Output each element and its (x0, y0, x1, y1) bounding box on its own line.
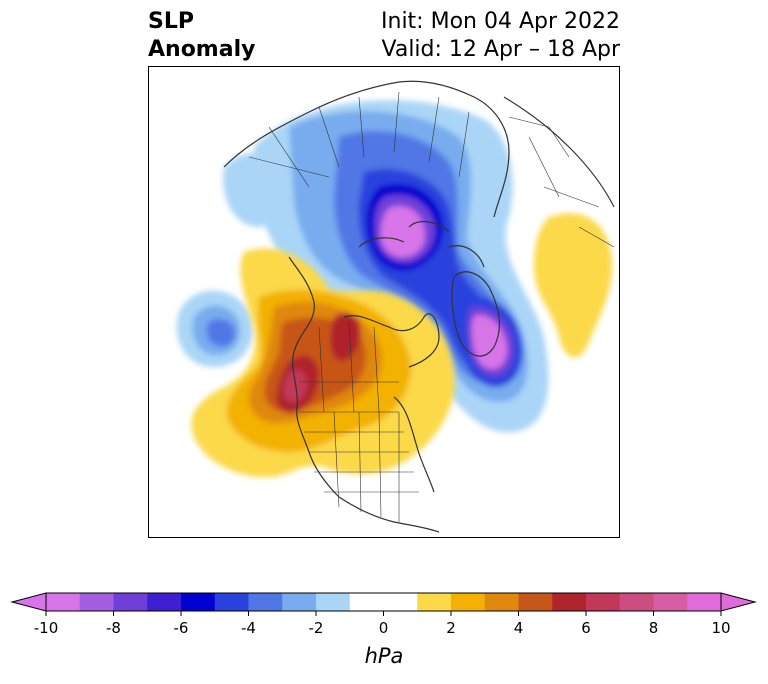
us-states (299, 411, 419, 522)
colorbar-cell (518, 593, 553, 611)
colorbar-cell (619, 593, 654, 611)
colorbar-left-extend (10, 592, 47, 612)
init-date-label: Init: Mon 04 Apr 2022 (381, 9, 620, 34)
colorbar-tick-label: 10 (711, 619, 730, 637)
title-variable-line1: SLP (148, 9, 194, 34)
colorbar-cell (552, 593, 587, 611)
colorbar-right-extend (720, 592, 757, 612)
canada-provinces (299, 321, 399, 413)
map-title: SLP Anomaly (148, 8, 255, 64)
colorbar-cell (181, 593, 216, 611)
positive-anomaly-fields (191, 213, 613, 478)
colorbar-cell (282, 593, 317, 611)
colorbar-tick-label: 0 (379, 619, 389, 637)
east-coast (393, 396, 435, 493)
colorbar-cell (349, 593, 384, 611)
negative-anomaly-fields (176, 100, 549, 462)
colorbar-tick-label: 8 (649, 619, 659, 637)
europe-borders (508, 116, 615, 248)
europe-coast (503, 96, 615, 208)
anomaly-map-svg (149, 67, 619, 537)
colorbar-cell (451, 593, 486, 611)
anomaly-map (148, 66, 620, 538)
hudson-bay-coast (343, 313, 440, 368)
colorbar-cells (46, 593, 722, 611)
colorbar-cell (653, 593, 688, 611)
greenland-coast (451, 271, 500, 357)
pacific-low-core (206, 319, 235, 347)
valid-range-label: Valid: 12 Apr – 18 Apr (381, 37, 621, 62)
colorbar-ticks: -10 -8 -6 -4 -2 0 2 4 6 8 10 (34, 611, 731, 637)
colorbar-cell (484, 593, 519, 611)
western-high-red3 (330, 312, 361, 362)
arctic-islands (358, 220, 485, 268)
colorbar-cell (383, 593, 418, 611)
north-america-coast (288, 256, 440, 533)
colorbar-cell (316, 593, 351, 611)
atlantic-high-outer (534, 213, 613, 358)
colorbar-tick-label: -10 (34, 619, 59, 637)
colorbar-cell (586, 593, 621, 611)
colorbar: -10 -8 -6 -4 -2 0 2 4 6 8 10 (10, 592, 757, 637)
colorbar-tick-label: -8 (106, 619, 121, 637)
colorbar-cell (113, 593, 148, 611)
colorbar-tick-label: 6 (581, 619, 591, 637)
colorbar-cell (46, 593, 81, 611)
colorbar-cell (248, 593, 283, 611)
colorbar-cell (687, 593, 722, 611)
colorbar-units-label: hPa (364, 644, 404, 668)
asia-coast (223, 80, 510, 218)
coastlines-borders (223, 80, 615, 533)
arctic-low-center (380, 206, 425, 258)
colorbar-tick-label: -2 (309, 619, 324, 637)
west-light-patch (223, 152, 282, 227)
colorbar-cell (79, 593, 114, 611)
western-high-center (283, 369, 307, 403)
colorbar-cell (147, 593, 182, 611)
forecast-dates: Init: Mon 04 Apr 2022 Valid: 12 Apr – 18… (381, 8, 620, 64)
colorbar-tick-label: 4 (514, 619, 524, 637)
colorbar-tick-label: -4 (241, 619, 256, 637)
colorbar-tick-label: 2 (446, 619, 456, 637)
asia-borders (248, 91, 470, 188)
colorbar-cell (417, 593, 452, 611)
colorbar-tick-label: -6 (174, 619, 189, 637)
title-variable-line2: Anomaly (148, 37, 256, 62)
colorbar-cell (214, 593, 249, 611)
